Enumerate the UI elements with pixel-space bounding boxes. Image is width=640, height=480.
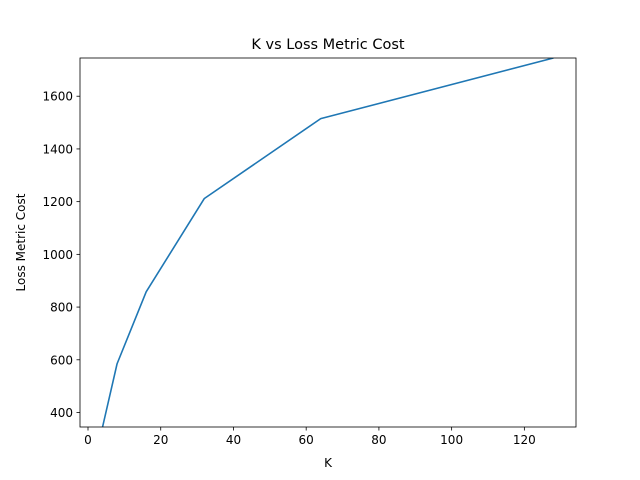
y-tick-label: 800	[50, 301, 73, 315]
x-tick-label: 80	[371, 433, 386, 447]
x-tick-label: 20	[153, 433, 168, 447]
y-axis-label: Loss Metric Cost	[14, 193, 28, 291]
x-axis-label: K	[324, 456, 333, 470]
y-tick-label: 600	[50, 353, 73, 367]
x-tick-label: 60	[299, 433, 314, 447]
y-tick-label: 1600	[42, 90, 73, 104]
chart-title: K vs Loss Metric Cost	[251, 37, 405, 53]
y-tick-label: 1200	[42, 195, 73, 209]
x-tick-label: 0	[84, 433, 92, 447]
y-tick-label: 1000	[42, 248, 73, 262]
x-tick-label: 120	[513, 433, 536, 447]
y-tick-label: 1400	[42, 142, 73, 156]
x-tick-label: 40	[226, 433, 241, 447]
x-tick-label: 100	[440, 433, 463, 447]
plot-frame	[79, 57, 577, 428]
series-line	[101, 58, 554, 427]
y-tick-label: 400	[50, 406, 73, 420]
